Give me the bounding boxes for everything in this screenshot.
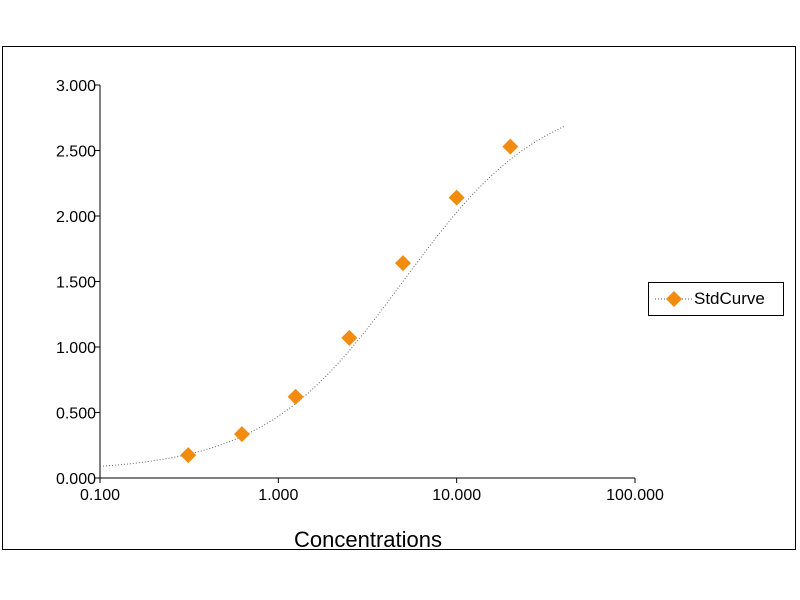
data-point-diamond — [180, 447, 197, 464]
data-point-diamond — [341, 329, 358, 346]
legend-label: StdCurve — [694, 289, 765, 308]
x-tick-label: 100.000 — [606, 487, 664, 504]
data-point-diamond — [448, 189, 465, 206]
tick-labels: 0.000 0.500 1.000 1.500 2.000 2.500 3.000 0.100… — [56, 78, 664, 504]
fit-curve — [99, 126, 565, 467]
data-point-diamond — [233, 426, 250, 443]
y-tick-label: 0.000 — [56, 471, 96, 488]
legend-symbol — [655, 291, 693, 307]
data-point-diamond — [287, 388, 304, 405]
y-tick-label: 3.000 — [56, 78, 96, 95]
y-tick-label: 2.000 — [56, 209, 96, 226]
y-tick-label: 0.500 — [56, 406, 96, 423]
y-tick-label: 2.500 — [56, 144, 96, 161]
data-points — [180, 138, 519, 464]
y-tick-label: 1.000 — [56, 340, 96, 357]
data-point-diamond — [502, 138, 519, 155]
data-point-diamond — [394, 255, 411, 272]
x-tick-label: 1.000 — [258, 487, 298, 504]
legend: StdCurve — [648, 282, 784, 316]
axes — [95, 84, 636, 483]
x-tick-label: 10.000 — [432, 487, 481, 504]
y-tick-label: 1.500 — [56, 275, 96, 292]
x-axis-label: Concentrations — [294, 527, 442, 552]
legend-diamond-icon — [666, 291, 682, 307]
fit-curve-layer — [99, 126, 565, 467]
x-tick-label: 0.100 — [80, 487, 120, 504]
